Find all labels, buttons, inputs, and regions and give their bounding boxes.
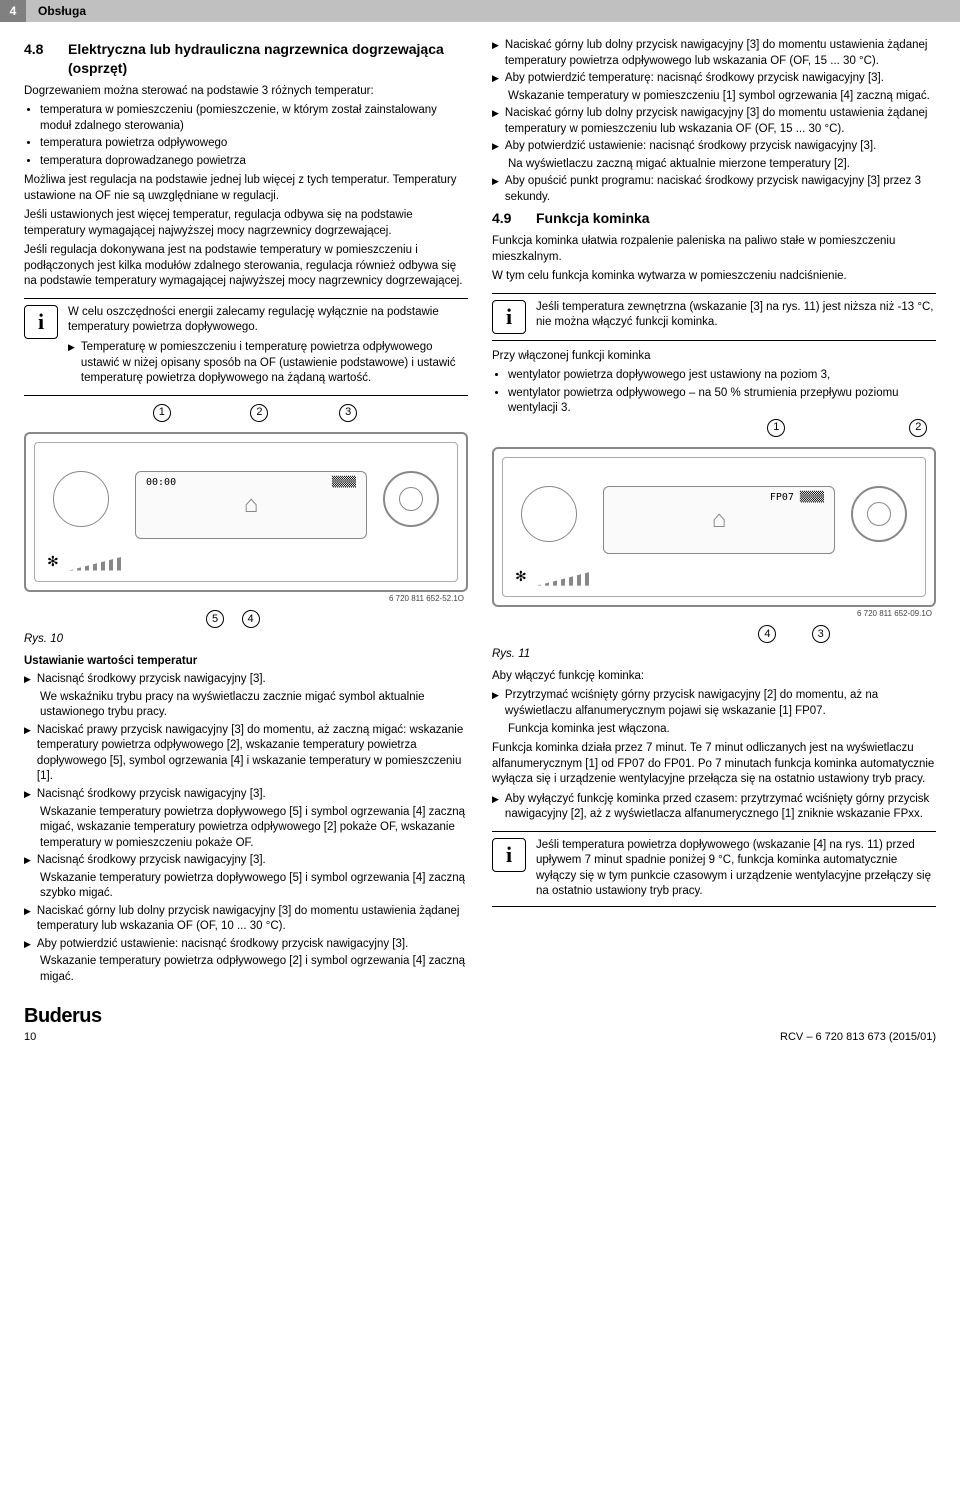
- bullet-list-temps: temperatura w pomieszczeniu (pomieszczen…: [24, 103, 468, 169]
- left-column: 4.8 Elektryczna lub hydrauliczna nagrzew…: [24, 36, 468, 987]
- step-continuation: Funkcja kominka jest włączona.: [492, 722, 936, 738]
- step-item: Nacisnąć środkowy przycisk nawigacyjny […: [24, 672, 468, 688]
- diag1-top-callouts: 1 2 3: [24, 404, 468, 424]
- para-r3: Przy włączonej funkcji kominka: [492, 349, 936, 365]
- step-continuation: Wskazanie temperatury powietrza odpływow…: [24, 954, 468, 985]
- knob-icon: [383, 471, 439, 527]
- steps-list-2: Naciskać górny lub dolny przycisk nawiga…: [492, 38, 936, 205]
- callout-5: 5: [206, 610, 224, 628]
- info-3-text: Jeśli temperatura powietrza dopływowego …: [536, 838, 936, 900]
- bullet-item: wentylator powietrza odpływowego – na 50…: [508, 386, 936, 417]
- section-4-8-heading: 4.8 Elektryczna lub hydrauliczna nagrzew…: [24, 40, 468, 78]
- step-item: Naciskać prawy przycisk nawigacyjny [3] …: [24, 723, 468, 785]
- step-continuation: Na wyświetlaczu zaczną migać aktualnie m…: [492, 157, 936, 173]
- info-icon: i: [492, 838, 526, 872]
- page-body: 4.8 Elektryczna lub hydrauliczna nagrzew…: [0, 22, 960, 997]
- callout-3: 3: [339, 404, 357, 422]
- step-continuation: We wskaźniku trybu pracy na wyświetlaczu…: [24, 690, 468, 721]
- info-2-text: Jeśli temperatura zewnętrzna (wskazanie …: [536, 300, 936, 334]
- header-page-number: 4: [0, 0, 26, 22]
- steps-list-4: Aby wyłączyć funkcję kominka przed czase…: [492, 792, 936, 823]
- para-r5: Funkcja kominka działa przez 7 minut. Te…: [492, 741, 936, 788]
- section-4-9-heading: 4.9 Funkcja kominka: [492, 209, 936, 228]
- callout-2: 2: [250, 404, 268, 422]
- para-r4: Aby włączyć funkcję kominka:: [492, 669, 936, 685]
- diagram-1-id: 6 720 811 652-52.1O: [24, 594, 464, 605]
- step-item: Aby potwierdzić ustawienie: nacisnąć śro…: [492, 139, 936, 155]
- callout-1: 1: [153, 404, 171, 422]
- control-panel-diagram-2: FP07 ▒▒▒▒ ⌂ ✻: [492, 447, 936, 607]
- step-item: Przytrzymać wciśnięty górny przycisk naw…: [492, 688, 936, 719]
- step-item: Aby opuścić punkt programu: naciskać śro…: [492, 174, 936, 205]
- subheading-set-temps: Ustawianie wartości temperatur: [24, 654, 468, 670]
- callout-3: 3: [812, 625, 830, 643]
- clock-icon: [53, 471, 109, 527]
- house-icon: ⌂: [244, 488, 259, 520]
- step-item: Aby potwierdzić temperaturę: nacisnąć śr…: [492, 71, 936, 87]
- footer-doc-id: RCV – 6 720 813 673 (2015/01): [780, 1030, 936, 1045]
- step-item: Naciskać górny lub dolny przycisk nawiga…: [492, 106, 936, 137]
- para-r2: W tym celu funkcja kominka wytwarza w po…: [492, 269, 936, 285]
- step-item: Aby potwierdzić ustawienie: nacisnąć śro…: [24, 937, 468, 953]
- page-header: 4 Obsługa: [0, 0, 960, 22]
- steps-list-1: Nacisnąć środkowy przycisk nawigacyjny […: [24, 672, 468, 985]
- fan-icon: ✻: [47, 552, 59, 571]
- info-icon: i: [24, 305, 58, 339]
- para-3: Jeśli ustawionych jest więcej temperatur…: [24, 208, 468, 239]
- control-panel-diagram-1: 00:00 ▒▒▒▒ ⌂ ✻: [24, 432, 468, 592]
- brand-logo: Buderus: [24, 1003, 102, 1030]
- bullet-item: temperatura powietrza odpływowego: [40, 136, 468, 152]
- page-footer: Buderus 10 RCV – 6 720 813 673 (2015/01): [0, 997, 960, 1055]
- para-intro: Dogrzewaniem można sterować na podstawie…: [24, 84, 468, 100]
- bullet-item: temperatura w pomieszczeniu (pomieszczen…: [40, 103, 468, 134]
- step-item: Naciskać górny lub dolny przycisk nawiga…: [492, 38, 936, 69]
- diag1-bottom-callouts: 54: [24, 610, 468, 630]
- para-r1: Funkcja kominka ułatwia rozpalenie palen…: [492, 234, 936, 265]
- steps-list-3: Przytrzymać wciśnięty górny przycisk naw…: [492, 688, 936, 737]
- step-item: Nacisnąć środkowy przycisk nawigacyjny […: [24, 787, 468, 803]
- diagram-2-id: 6 720 811 652-09.1O: [492, 609, 932, 620]
- level-bars: [69, 557, 123, 571]
- info-text-a: W celu oszczędności energii zalecamy reg…: [68, 305, 468, 336]
- right-column: Naciskać górny lub dolny przycisk nawiga…: [492, 36, 936, 987]
- lcd-display: FP07 ▒▒▒▒ ⌂: [603, 486, 835, 554]
- lcd-display: 00:00 ▒▒▒▒ ⌂: [135, 471, 367, 539]
- bullet-item: temperatura doprowadzanego powietrza: [40, 154, 468, 170]
- callout-2: 2: [909, 419, 927, 437]
- knob-icon: [851, 486, 907, 542]
- clock-icon: [521, 486, 577, 542]
- diag2-top-callouts: 12: [492, 419, 936, 439]
- fan-icon: ✻: [515, 567, 527, 586]
- info-box-3: i Jeśli temperatura powietrza dopływoweg…: [492, 831, 936, 907]
- callout-4: 4: [242, 610, 260, 628]
- step-continuation: Wskazanie temperatury powietrza dopływow…: [24, 805, 468, 852]
- step-item: Nacisnąć środkowy przycisk nawigacyjny […: [24, 853, 468, 869]
- step-item: Naciskać górny lub dolny przycisk nawiga…: [24, 904, 468, 935]
- step-continuation: Wskazanie temperatury w pomieszczeniu [1…: [492, 89, 936, 105]
- info-box-1: i W celu oszczędności energii zalecamy r…: [24, 298, 468, 396]
- para-2: Możliwa jest regulacja na podstawie jedn…: [24, 173, 468, 204]
- diag2-bottom-callouts: 43: [492, 625, 936, 645]
- info-icon: i: [492, 300, 526, 334]
- bullet-item: wentylator powietrza dopływowego jest us…: [508, 368, 936, 384]
- figure-11-caption: Rys. 11: [492, 647, 936, 663]
- para-4: Jeśli regulacja dokonywana jest na podst…: [24, 243, 468, 290]
- header-section-title: Obsługa: [38, 3, 86, 19]
- callout-4: 4: [758, 625, 776, 643]
- level-bars: [537, 572, 591, 586]
- callout-1: 1: [767, 419, 785, 437]
- step-continuation: Wskazanie temperatury powietrza dopływow…: [24, 871, 468, 902]
- figure-10-caption: Rys. 10: [24, 632, 468, 648]
- step-item: Aby wyłączyć funkcję kominka przed czase…: [492, 792, 936, 823]
- house-icon: ⌂: [712, 503, 727, 535]
- info-box-2: i Jeśli temperatura zewnętrzna (wskazani…: [492, 293, 936, 341]
- bullet-list-fans: wentylator powietrza dopływowego jest us…: [492, 368, 936, 417]
- info-step: Temperaturę w pomieszczeniu i temperatur…: [68, 340, 468, 387]
- footer-page-number: 10: [24, 1030, 102, 1045]
